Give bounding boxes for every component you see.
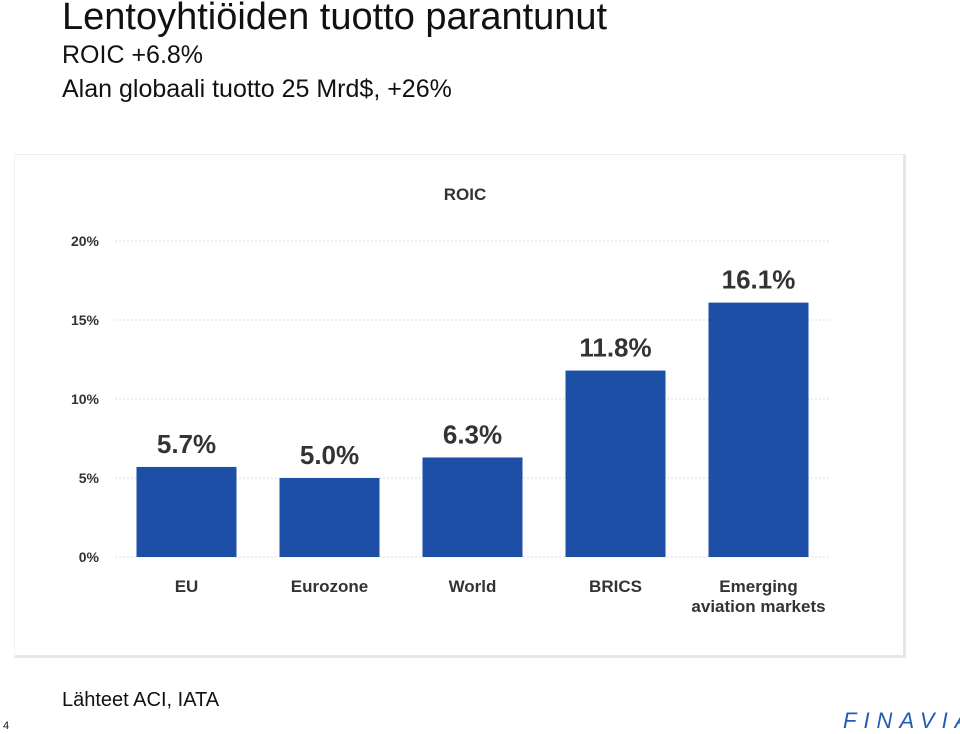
x-tick-label: EU: [175, 577, 199, 596]
x-tick-label: World: [449, 577, 497, 596]
bar: [565, 370, 666, 557]
bar: [136, 466, 237, 557]
data-label: 5.0%: [300, 440, 359, 470]
x-tick-label: BRICS: [589, 577, 642, 596]
data-label: 11.8%: [579, 333, 651, 363]
data-label: 16.1%: [722, 265, 796, 295]
data-label: 5.7%: [157, 429, 216, 459]
y-tick-label: 10%: [71, 391, 100, 407]
slide-title: Lentoyhtiöiden tuotto parantunut: [62, 0, 608, 38]
bar: [422, 457, 523, 557]
x-tick-label: Eurozone: [291, 577, 368, 596]
source-note: Lähteet ACI, IATA: [62, 689, 220, 711]
roic-subtitle: ROIC +6.8%: [62, 41, 204, 69]
bar: [279, 478, 380, 557]
y-tick-label: 20%: [71, 233, 100, 249]
y-tick-label: 5%: [79, 470, 100, 486]
x-tick-label: Emerging: [719, 577, 797, 596]
page-number: 4: [3, 720, 10, 732]
data-label: 6.3%: [443, 419, 502, 449]
y-tick-label: 0%: [79, 549, 100, 565]
bar: [708, 302, 809, 557]
chart-panel: ROIC 0% 5% 10% 15% 20% 5.7% EU 5.0% Eurozone 6.3% W…: [14, 154, 906, 658]
roic-bar-chart: ROIC 0% 5% 10% 15% 20% 5.7% EU 5.0% Eurozone 6.3% W…: [71, 185, 830, 616]
finavia-logo: FINAVIA: [843, 708, 960, 733]
chart-title: ROIC: [444, 185, 487, 204]
x-tick-label: aviation markets: [691, 597, 825, 616]
y-tick-label: 15%: [71, 312, 100, 328]
global-profit-subtitle: Alan globaali tuotto 25 Mrd$, +26%: [62, 75, 452, 103]
